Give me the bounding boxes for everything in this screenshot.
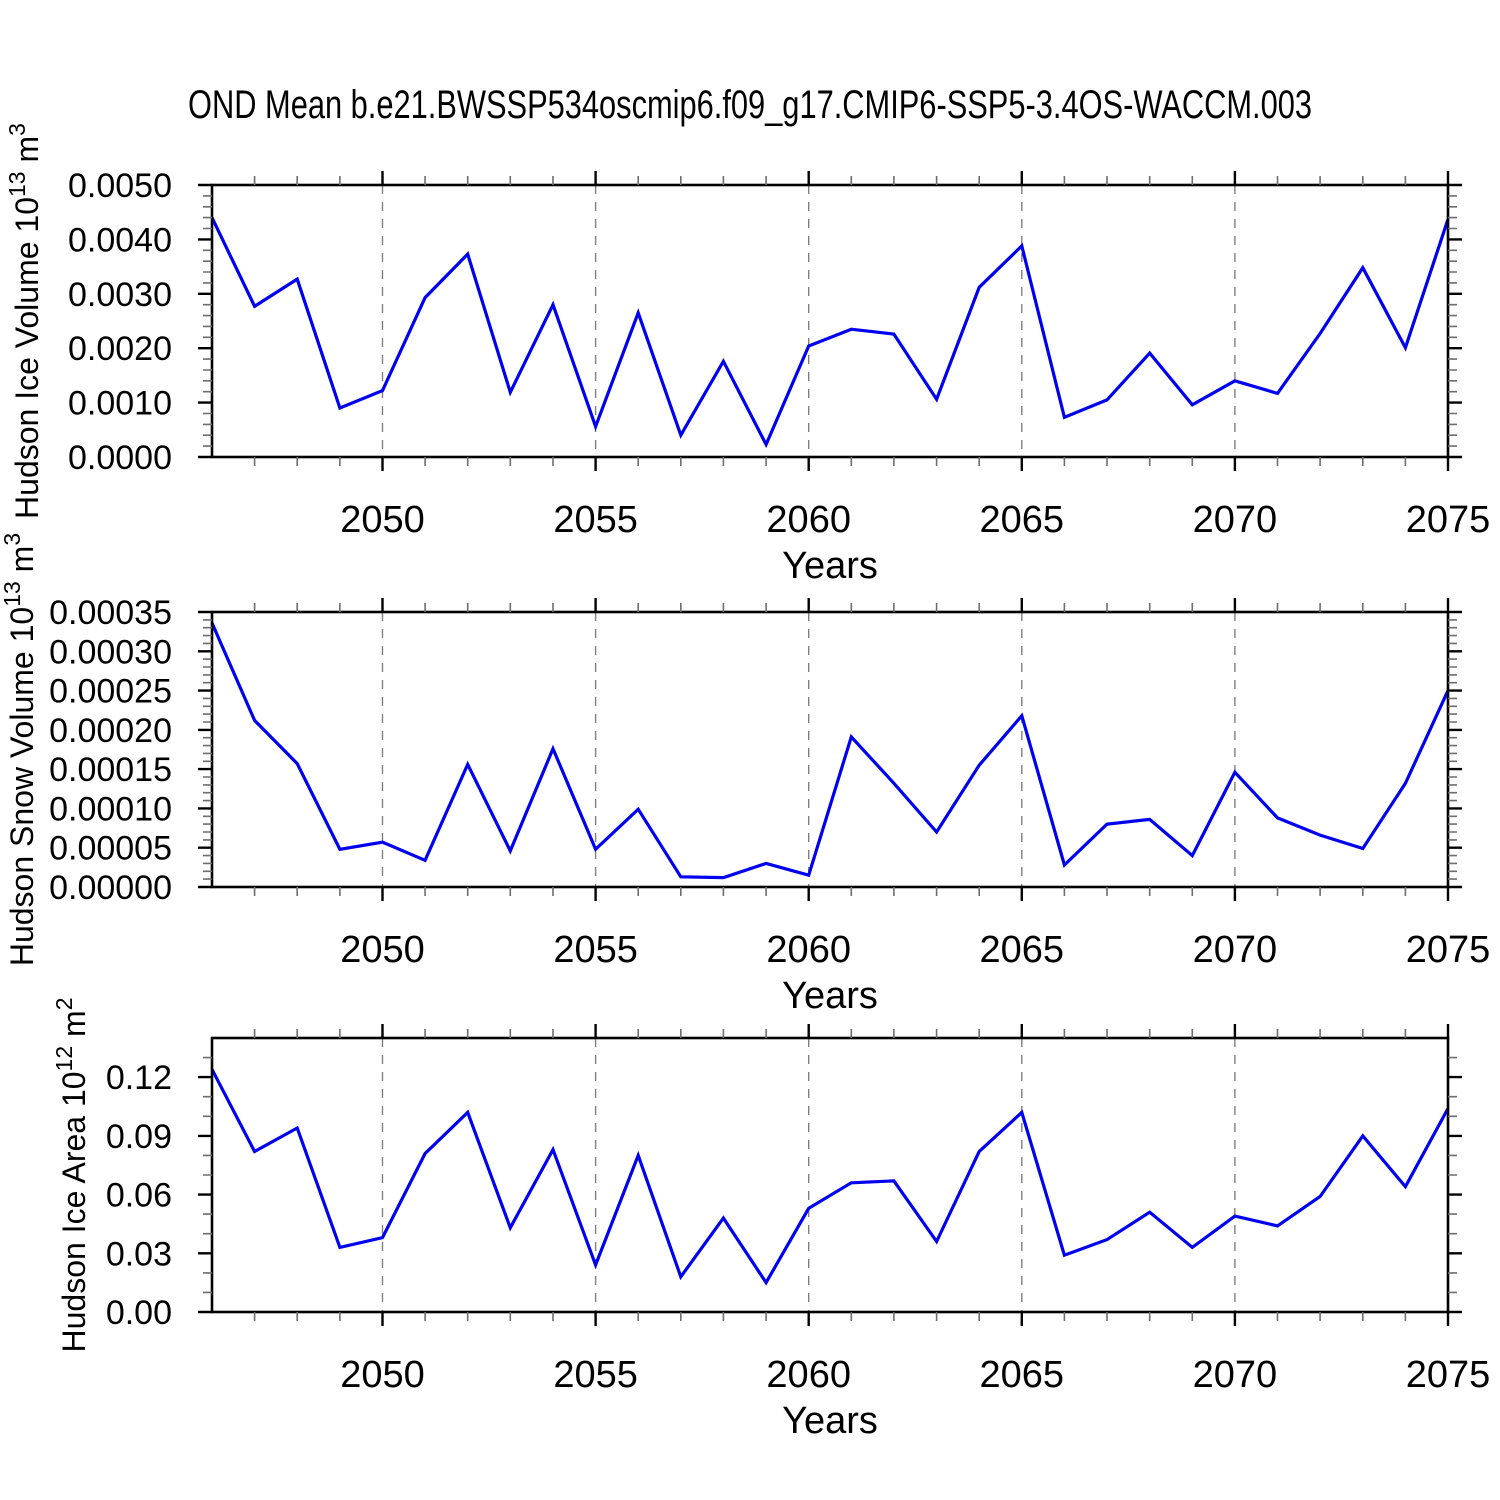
y-tick-label: 0.09 (106, 1118, 172, 1156)
y-tick-label: 0.00000 (49, 869, 172, 907)
x-tick-label: 2050 (340, 1354, 425, 1396)
gridlines (381, 612, 1236, 887)
x-tick-label: 2055 (553, 1354, 638, 1396)
x-axis-title: Years (782, 975, 878, 1017)
data-line-hudson-snow-volume (210, 622, 1450, 880)
plot-border (210, 610, 1450, 889)
x-axis-title: Years (782, 1400, 878, 1442)
x-tick-label: 2065 (980, 1354, 1065, 1396)
x-tick-label: 2075 (1406, 499, 1491, 541)
y-tick-label: 0.00 (106, 1294, 172, 1332)
plot-border (210, 1036, 1450, 1314)
x-tick-label: 2075 (1406, 1354, 1491, 1396)
y-tick-label: 0.0050 (68, 167, 172, 205)
x-tick-label: 2055 (553, 499, 638, 541)
chart-title: OND Mean b.e21.BWSSP534oscmip6.f09_g17.C… (188, 83, 1312, 127)
x-tick-label: 2050 (340, 929, 425, 971)
x-tick-label: 2060 (766, 1354, 851, 1396)
x-tick-label: 2055 (553, 929, 638, 971)
x-tick-label: 2070 (1193, 499, 1278, 541)
panel-hudson-snow-volume: 0.000000.000050.000100.000150.000200.000… (0, 533, 1490, 1017)
x-tick-label: 2075 (1406, 929, 1491, 971)
y-tick-label: 0.06 (106, 1177, 172, 1215)
y-tick-label: 0.00035 (49, 594, 172, 632)
y-tick-label: 0.03 (106, 1235, 172, 1273)
gridlines (381, 185, 1236, 457)
gridlines (381, 1038, 1236, 1312)
y-axis-title: Hudson Snow Volume 1013 m3 (0, 533, 40, 966)
data-line-hudson-ice-area (210, 1068, 1450, 1286)
y-tick-label: 0.0030 (68, 276, 172, 314)
panels-group: 0.0000 0.0010 0.0020 0.0030 0.0040 0.0050 2050… (0, 123, 1490, 1442)
data-line-hudson-ice-volume (210, 216, 1450, 449)
minor-ticks (203, 603, 1457, 896)
x-tick-label: 2050 (340, 499, 425, 541)
minor-ticks (203, 176, 1457, 466)
x-tick-label: 2065 (980, 499, 1065, 541)
x-tick-label: 2060 (766, 499, 851, 541)
y-tick-label: 0.0040 (68, 221, 172, 259)
major-ticks (198, 171, 1462, 471)
x-axis-title: Years (782, 545, 878, 587)
y-tick-label: 0.00005 (49, 830, 172, 868)
y-tick-label: 0.0000 (68, 439, 172, 477)
x-tick-label: 2070 (1193, 929, 1278, 971)
y-tick-label: 0.00020 (49, 712, 172, 750)
y-tick-label: 0.00015 (49, 751, 172, 789)
x-tick-label: 2070 (1193, 1354, 1278, 1396)
y-tick-label: 0.0010 (68, 385, 172, 423)
major-ticks (198, 598, 1462, 901)
major-ticks (198, 1024, 1462, 1326)
x-tick-label: 2060 (766, 929, 851, 971)
minor-ticks (203, 1029, 1457, 1321)
y-tick-label: 0.0020 (68, 330, 172, 368)
y-tick-label: 0.12 (106, 1059, 172, 1097)
panel-hudson-ice-volume: 0.0000 0.0010 0.0020 0.0030 0.0040 0.0050 2050… (4, 123, 1490, 587)
plot-border (210, 183, 1450, 459)
y-tick-label: 0.00030 (49, 633, 172, 671)
y-tick-label: 0.00010 (49, 790, 172, 828)
y-tick-label: 0.00025 (49, 673, 172, 711)
panel-hudson-ice-area: 0.00 0.03 0.06 0.09 0.12 2050 2055 2060 2065 2070… (51, 997, 1490, 1442)
x-tick-label: 2065 (980, 929, 1065, 971)
y-axis-title: Hudson Ice Volume 1013 m3 (4, 123, 45, 519)
y-axis-title: Hudson Ice Area 1012 m2 (51, 997, 92, 1352)
